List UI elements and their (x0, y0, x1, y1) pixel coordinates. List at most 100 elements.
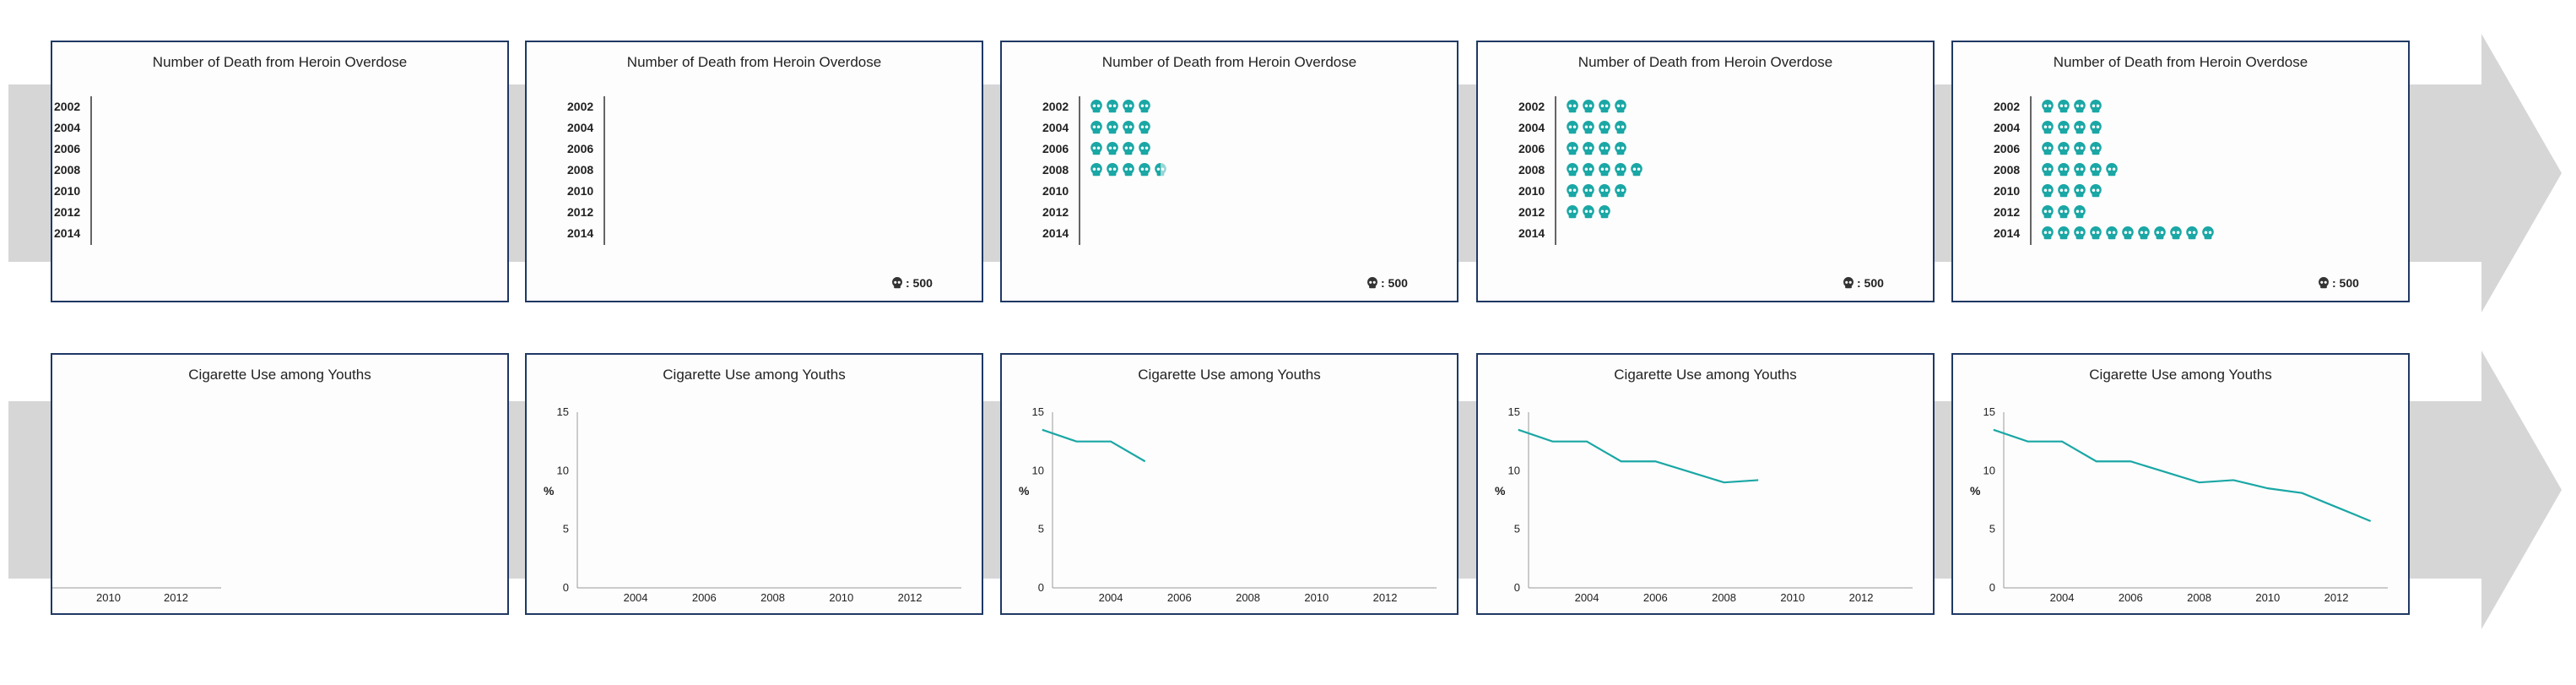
year-label: 2014 (54, 226, 80, 240)
skull-icon (2058, 184, 2070, 198)
x-tick-label: 2010 (96, 591, 121, 604)
x-tick-label: 2010 (2255, 591, 2280, 604)
year-label: 2004 (1994, 121, 2020, 134)
cig-chart: 0 5 10 15% 2004 2006 2008 2010 2012 (1970, 405, 2388, 604)
skull-icon (1599, 121, 1610, 134)
skull-icon (1139, 100, 1150, 113)
y-tick-label: 10 (1508, 464, 1520, 476)
x-tick-label: 2010 (1304, 591, 1329, 604)
skull-icon (2042, 205, 2054, 219)
x-tick-label: 2004 (1099, 591, 1123, 604)
skull-icon (1599, 142, 1610, 155)
skull-icon (1615, 100, 1626, 113)
heroin-chart: 2002 2004 2006 2008 2010 2012 2014: 500 (1042, 96, 1408, 290)
skull-icon (1567, 100, 1578, 113)
legend-label: : 500 (906, 276, 933, 290)
x-tick-label: 2012 (2324, 591, 2349, 604)
skull-icon (2186, 226, 2198, 240)
cig-chart: 0 5 10 15% 2004 2006 2008 2010 2012 (544, 405, 961, 604)
skull-icon (2074, 226, 2086, 240)
legend-label: : 500 (2332, 276, 2359, 290)
skull-icon (1090, 142, 1102, 155)
heroin-panel-1: Number of Death from Heroin Overdose 2002… (51, 41, 509, 302)
year-label: 2010 (1042, 184, 1069, 198)
y-tick-label: 5 (1514, 523, 1520, 535)
skull-icon (2058, 100, 2070, 113)
year-label: 2008 (1518, 163, 1545, 177)
year-label: 2010 (1518, 184, 1545, 198)
year-label: 2006 (567, 142, 593, 155)
chart-title: Cigarette Use among Youths (1138, 367, 1321, 383)
skull-icon (2122, 226, 2134, 240)
skull-icon (1123, 142, 1134, 155)
year-label: 2012 (1994, 205, 2020, 219)
skull-icon (2042, 184, 2054, 198)
skull-icon (2042, 163, 2054, 177)
skull-icon (1615, 142, 1626, 155)
skull-icon (2138, 226, 2150, 240)
x-tick-label: 2008 (1712, 591, 1736, 604)
x-tick-label: 2012 (164, 591, 188, 604)
y-tick-label: 0 (1989, 581, 1995, 594)
skull-icon (2106, 226, 2118, 240)
cig-panel-3: Cigarette Use among Youths 0 5 10 15% 2004 200… (1000, 353, 1458, 615)
skull-icon (1631, 163, 1642, 177)
y-tick-label: 10 (557, 464, 569, 476)
year-label: 2002 (567, 100, 593, 113)
skull-icon (1123, 163, 1134, 177)
skull-icon (1583, 121, 1594, 134)
year-label: 2006 (1518, 142, 1545, 155)
year-label: 2010 (1994, 184, 2020, 198)
year-label: 2008 (54, 163, 80, 177)
skull-icon (1615, 163, 1626, 177)
y-axis-label: % (544, 484, 555, 497)
heroin-chart: 2002 2004 2006 2008 2010 2012 2014 (54, 96, 92, 245)
year-label: 2012 (1518, 205, 1545, 219)
year-label: 2012 (567, 205, 593, 219)
year-label: 2004 (567, 121, 593, 134)
y-tick-label: 10 (1983, 464, 1995, 476)
x-tick-label: 2006 (2119, 591, 2143, 604)
skull-icon (2074, 142, 2086, 155)
y-tick-label: 5 (1989, 523, 1995, 535)
heroin-panel-2: Number of Death from Heroin Overdose 2002… (525, 41, 983, 302)
x-tick-label: 2004 (624, 591, 648, 604)
x-tick-label: 2010 (1780, 591, 1805, 604)
skull-icon (1843, 277, 1854, 289)
skull-icon (2058, 142, 2070, 155)
y-axis-label: % (1970, 484, 1981, 497)
skull-icon (2042, 226, 2054, 240)
skull-icon (1567, 184, 1578, 198)
skull-icon (2042, 142, 2054, 155)
heroin-chart: 2002 2004 2006 2008 2010 2012 2014: 500 (1994, 96, 2359, 290)
year-label: 2004 (1518, 121, 1545, 134)
year-label: 2002 (1042, 100, 1069, 113)
x-tick-label: 2012 (1373, 591, 1398, 604)
year-label: 2014 (567, 226, 593, 240)
year-label: 2008 (1042, 163, 1069, 177)
skull-icon (1583, 163, 1594, 177)
chart-title: Number of Death from Heroin Overdose (626, 54, 882, 70)
heroin-panel-3: Number of Death from Heroin Overdose 2002… (1000, 41, 1458, 302)
skull-icon (2042, 121, 2054, 134)
y-tick-label: 10 (1032, 464, 1044, 476)
x-tick-label: 2008 (1236, 591, 1260, 604)
chart-title: Cigarette Use among Youths (663, 367, 846, 383)
year-label: 2014 (1042, 226, 1069, 240)
skull-icon (1583, 205, 1594, 219)
y-tick-label: 15 (1508, 405, 1520, 418)
skull-icon (2074, 205, 2086, 219)
chart-title: Number of Death from Heroin Overdose (1101, 54, 1357, 70)
chart-title: Cigarette Use among Youths (2089, 367, 2272, 383)
skull-icon (1599, 205, 1610, 219)
heroin-panel-4: Number of Death from Heroin Overdose 2002… (1476, 41, 1935, 302)
partial-mask (1161, 161, 1169, 178)
y-tick-label: 0 (1038, 581, 1044, 594)
y-tick-label: 0 (563, 581, 569, 594)
skull-icon (2170, 226, 2182, 240)
y-axis-label: % (1019, 484, 1030, 497)
y-tick-label: 15 (1032, 405, 1044, 418)
y-tick-label: 0 (1514, 581, 1520, 594)
x-tick-label: 2006 (1643, 591, 1668, 604)
skull-icon (1583, 142, 1594, 155)
